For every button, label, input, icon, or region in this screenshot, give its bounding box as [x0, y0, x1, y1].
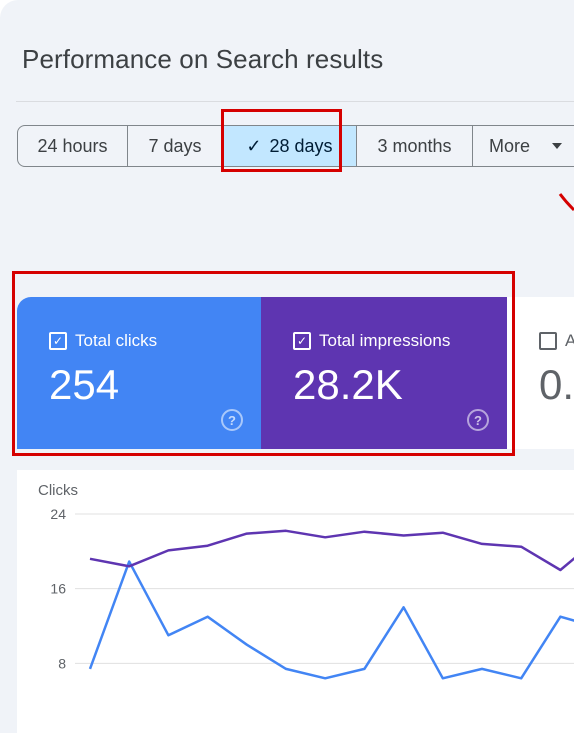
y-tick-label: 8 [58, 655, 66, 671]
chart-y-axis-label: Clicks [38, 482, 78, 499]
range-label: 28 days [269, 135, 333, 156]
clicks-series-line [88, 560, 574, 680]
average-ctr-card[interactable]: A 0. [507, 297, 574, 449]
average-ctr-label: A [565, 331, 574, 350]
check-icon: ✓ [246, 135, 262, 156]
range-label: 3 months [377, 135, 452, 156]
range-label: 24 hours [37, 135, 108, 156]
range-28-days-button[interactable]: ✓ 28 days [223, 126, 357, 166]
total-clicks-value: 254 [49, 361, 120, 408]
card-label-row: A [539, 331, 574, 351]
range-label: 7 days [148, 135, 202, 156]
metric-cards: ✓ Total clicks 254 ? ✓ Total impressions… [17, 297, 574, 449]
help-circle-icon[interactable]: ? [221, 409, 243, 431]
caret-down-icon [552, 143, 563, 149]
page-title: Performance on Search results [22, 44, 384, 74]
range-3-months-button[interactable]: 3 months [357, 126, 473, 166]
checked-checkbox-icon[interactable]: ✓ [49, 332, 67, 350]
checked-checkbox-icon[interactable]: ✓ [293, 332, 311, 350]
card-label-row: ✓ Total clicks [49, 331, 261, 351]
total-impressions-card[interactable]: ✓ Total impressions 28.2K ? [261, 297, 507, 449]
total-clicks-label: Total clicks [75, 331, 158, 350]
card-label-row: ✓ Total impressions [293, 331, 507, 351]
y-tick-label: 16 [50, 581, 66, 597]
range-more-button[interactable]: More [473, 126, 574, 166]
total-clicks-card[interactable]: ✓ Total clicks 254 ? [17, 297, 261, 449]
y-tick-label: 24 [50, 506, 66, 522]
range-label: More [489, 135, 531, 156]
title-divider [16, 101, 574, 102]
impressions-series-line [89, 529, 574, 572]
help-circle-icon[interactable]: ? [467, 409, 489, 431]
average-ctr-value: 0. [539, 361, 574, 408]
unchecked-checkbox-icon[interactable] [539, 332, 557, 350]
total-impressions-label: Total impressions [319, 331, 451, 350]
range-24-hours-button[interactable]: 24 hours [18, 126, 128, 166]
annotation-arrow-fragment [558, 193, 574, 212]
total-impressions-value: 28.2K [293, 361, 403, 408]
